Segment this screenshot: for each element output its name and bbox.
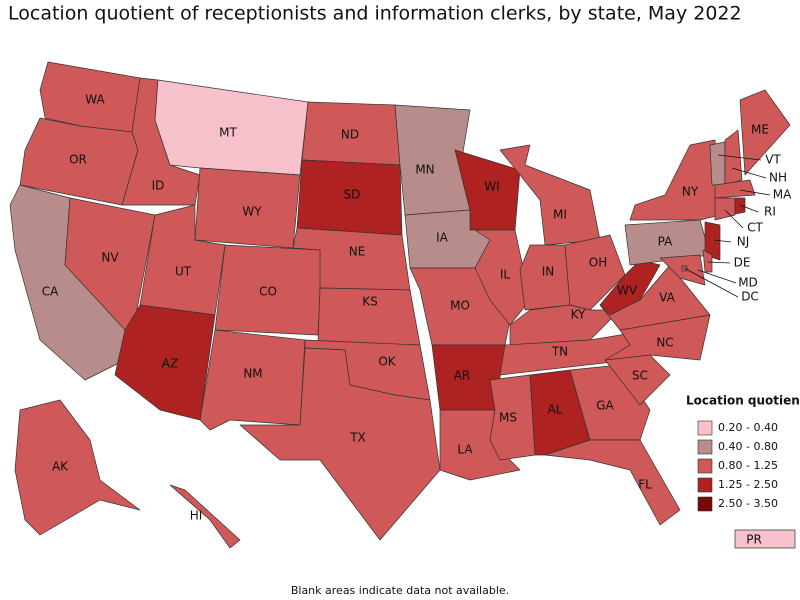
state-label: UT [175,265,192,279]
state-label: MO [450,299,470,313]
state-label: OR [69,153,87,167]
state-label: DC [741,290,759,304]
state-label: SC [632,369,648,383]
state-label: PA [658,235,673,249]
state-label: WI [484,180,499,194]
state-label: VT [765,153,781,167]
state-region [14,399,141,536]
state-label: GA [596,399,614,413]
state-label: NE [349,245,366,259]
state-label: OH [589,256,607,270]
leader-line [713,239,732,243]
legend-swatch [697,477,713,493]
legend-label: 0.80 - 1.25 [718,459,778,472]
legend-label: 2.50 - 3.50 [718,497,778,510]
state-label: IL [500,268,511,282]
state-label: VA [659,291,675,305]
state-label: WA [85,93,105,107]
state-label: MS [499,411,517,425]
state-label: KY [571,308,586,322]
state-label: CT [747,221,763,235]
state-region [629,139,721,221]
legend-label: 0.40 - 0.80 [718,440,778,453]
state-region [709,141,726,186]
footnote: Blank areas indicate data not available. [291,584,509,597]
state-region [739,89,791,176]
state-label: WY [242,205,262,219]
state-region [704,221,721,261]
legend-swatch [697,496,713,512]
leader-line [724,209,744,229]
state-label: FL [638,478,652,492]
state-region [564,234,626,311]
state-label: LA [457,443,473,457]
legend-swatch [697,458,713,474]
leader-line [739,189,771,196]
state-region [239,347,441,541]
state-label: MD [738,276,758,290]
state-label: NM [243,367,262,381]
state-labels: WA OR CA NV ID MT WY UT AZ CO NM ND SD NE KS OK TX MN IA MO… [42,93,792,547]
state-label: WV [617,284,638,298]
state-label: MT [219,126,237,140]
legend-label: 1.25 - 2.50 [718,478,778,491]
state-region [544,439,681,526]
state-region [724,129,743,186]
state-label: AL [548,403,563,417]
leader-line [697,269,737,284]
state-label: MI [553,208,567,222]
state-region [714,179,756,199]
leader-line [717,154,762,161]
state-region [499,144,601,246]
state-label: NV [101,251,119,265]
state-label: AZ [162,357,178,371]
leader-line [739,204,759,213]
state-label: SD [344,188,361,202]
state-label: NY [682,185,699,199]
state-label: NJ [737,235,750,249]
state-label: MN [415,163,434,177]
map-title: Location quotient of receptionists and i… [8,3,742,25]
state-label: TN [551,345,568,359]
state-region [169,484,241,549]
state-region [734,529,796,549]
state-region [599,259,661,316]
state-label: DE [734,256,751,270]
legend: Location quotient 0.20 - 0.40 0.40 - 0.80… [686,394,800,512]
state-label: MA [773,188,792,202]
state-label: IA [436,231,449,245]
state-region [734,197,746,215]
state-label: TX [349,431,366,445]
state-label: OK [378,355,396,369]
state-label: CA [42,285,59,299]
state-label: HI [190,509,203,523]
state-label: AR [454,369,471,383]
state-label: PR [746,533,762,547]
legend-label: 0.20 - 0.40 [718,421,778,434]
state-region [474,229,531,326]
state-label: CO [259,285,277,299]
legend-swatch [697,420,713,436]
leader-line [731,167,767,179]
leader-line [707,261,731,264]
state-label: NC [656,336,673,350]
state-label: ID [152,179,165,193]
state-label: ME [751,123,769,137]
state-label: AK [52,460,69,474]
state-label: KS [362,295,378,309]
leader-line [683,267,739,298]
legend-title: Location quotient [686,394,800,408]
legend-swatch [697,439,713,455]
state-label: ND [341,128,359,142]
state-label: NH [769,171,787,185]
state-label: RI [764,205,776,219]
state-region [114,304,216,421]
state-region [702,249,713,273]
states [9,61,796,549]
state-label: IN [542,265,555,279]
